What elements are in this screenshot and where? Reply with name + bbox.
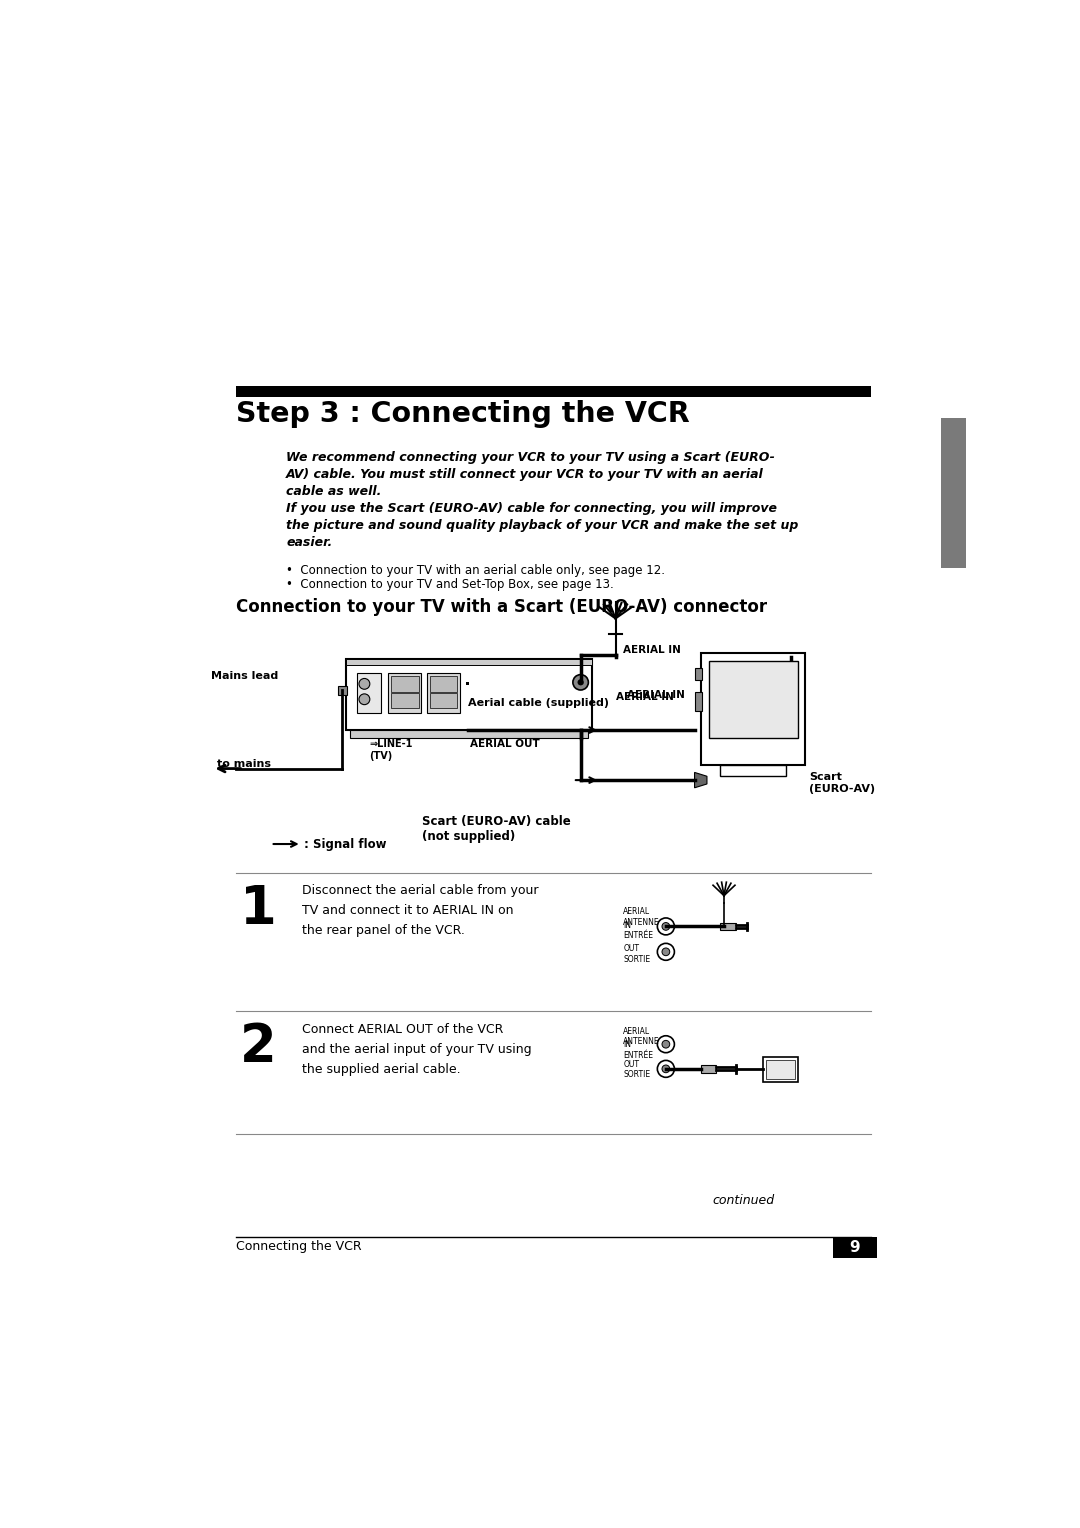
Circle shape: [359, 678, 369, 689]
Bar: [720, 923, 735, 931]
Text: AERIAL OUT: AERIAL OUT: [470, 740, 540, 749]
Circle shape: [359, 694, 369, 704]
Bar: [350, 730, 589, 738]
Circle shape: [662, 947, 670, 955]
Bar: [720, 764, 786, 776]
Bar: [708, 660, 798, 738]
Bar: [346, 659, 592, 730]
Text: Aerial cable (supplied): Aerial cable (supplied): [469, 698, 609, 709]
Text: IN
ENTRÉE: IN ENTRÉE: [623, 921, 653, 940]
Text: AERIAL IN: AERIAL IN: [623, 645, 681, 656]
Text: AERIAL IN: AERIAL IN: [627, 691, 685, 700]
Text: •  Connection to your TV with an aerial cable only, see page 12.: • Connection to your TV with an aerial c…: [286, 564, 665, 576]
Text: AERIAL
ANTENNE: AERIAL ANTENNE: [623, 908, 660, 926]
Bar: [430, 694, 458, 709]
Text: to mains: to mains: [217, 759, 271, 769]
Bar: [694, 692, 702, 711]
Text: IN
ENTRÉE: IN ENTRÉE: [623, 1041, 653, 1060]
Text: Step 3 : Connecting the VCR: Step 3 : Connecting the VCR: [235, 400, 689, 428]
Text: Getting Started: Getting Started: [948, 446, 958, 539]
Bar: [762, 1057, 798, 1082]
Text: cable as well.: cable as well.: [286, 486, 381, 498]
Circle shape: [662, 923, 670, 931]
Bar: [833, 1236, 877, 1258]
Circle shape: [572, 675, 589, 691]
Bar: [465, 683, 469, 686]
Text: 1: 1: [240, 883, 276, 935]
Bar: [391, 677, 419, 692]
Circle shape: [658, 1060, 674, 1077]
Polygon shape: [694, 773, 707, 788]
Text: Connecting the VCR: Connecting the VCR: [235, 1239, 362, 1253]
Text: Connection to your TV with a Scart (EURO-AV) connector: Connection to your TV with a Scart (EURO…: [235, 597, 767, 616]
Text: We recommend connecting your VCR to your TV using a Scart (EURO-: We recommend connecting your VCR to your…: [286, 451, 775, 465]
Bar: [428, 672, 460, 714]
Bar: [338, 686, 348, 695]
Text: Mains lead: Mains lead: [211, 671, 279, 681]
Bar: [357, 672, 380, 714]
Text: Scart (EURO-AV) cable
(not supplied): Scart (EURO-AV) cable (not supplied): [422, 814, 570, 843]
Text: AV) cable. You must still connect your VCR to your TV with an aerial: AV) cable. You must still connect your V…: [286, 468, 764, 481]
Bar: [941, 419, 966, 568]
Circle shape: [662, 1065, 670, 1073]
Text: : Signal flow: : Signal flow: [303, 837, 387, 851]
Bar: [346, 659, 592, 665]
Text: 9: 9: [850, 1239, 861, 1254]
Circle shape: [658, 1036, 674, 1053]
Text: If you use the Scart (EURO-AV) cable for connecting, you will improve: If you use the Scart (EURO-AV) cable for…: [286, 503, 778, 515]
Text: 2: 2: [240, 1021, 276, 1073]
Circle shape: [578, 680, 583, 686]
Text: •  Connection to your TV and Set-Top Box, see page 13.: • Connection to your TV and Set-Top Box,…: [286, 578, 613, 591]
Bar: [701, 652, 806, 764]
Circle shape: [658, 918, 674, 935]
Text: Connect AERIAL OUT of the VCR
and the aerial input of your TV using
the supplied: Connect AERIAL OUT of the VCR and the ae…: [301, 1022, 531, 1076]
Text: easier.: easier.: [286, 536, 333, 549]
Text: OUT
SORTIE: OUT SORTIE: [623, 1059, 650, 1079]
Text: Scart
(EURO-AV): Scart (EURO-AV): [809, 773, 876, 795]
Text: continued: continued: [713, 1195, 774, 1207]
Bar: [389, 672, 421, 714]
Bar: [235, 387, 872, 397]
Text: AERIAL
ANTENNE: AERIAL ANTENNE: [623, 1027, 660, 1045]
Text: Disconnect the aerial cable from your
TV and connect it to AERIAL IN on
the rear: Disconnect the aerial cable from your TV…: [301, 885, 538, 937]
Bar: [430, 677, 458, 692]
Text: AERIAL IN: AERIAL IN: [616, 692, 673, 701]
Bar: [694, 668, 702, 680]
Text: OUT
SORTIE: OUT SORTIE: [623, 944, 650, 964]
Bar: [766, 1060, 795, 1079]
Circle shape: [658, 943, 674, 960]
Text: the picture and sound quality playback of your VCR and make the set up: the picture and sound quality playback o…: [286, 520, 798, 532]
Bar: [391, 694, 419, 709]
Text: ⇒LINE-1
(TV): ⇒LINE-1 (TV): [369, 740, 413, 761]
Bar: [701, 1065, 716, 1073]
Circle shape: [662, 1041, 670, 1048]
